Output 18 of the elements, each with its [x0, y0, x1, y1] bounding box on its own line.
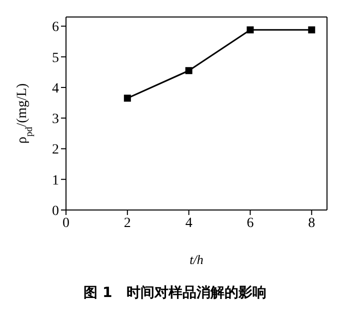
x-tick-label: 8 — [308, 216, 316, 231]
point — [308, 26, 316, 34]
text: 图 1 时间对样品消解的影响 — [82, 284, 268, 302]
y-tick-label: 0 — [52, 204, 59, 219]
y-tick-label: 1 — [52, 173, 59, 188]
y-tick-label: 3 — [52, 112, 59, 128]
x-tick-label: 0 — [62, 216, 70, 231]
point — [124, 94, 131, 102]
point — [185, 67, 192, 74]
x-tick-label: 6 — [246, 216, 254, 231]
point — [246, 26, 254, 34]
y-tick-label: 5 — [52, 50, 59, 66]
y-tick-label: 2 — [52, 142, 59, 158]
y-tick-label: 4 — [52, 81, 59, 96]
x-axis-title: t/h — [190, 252, 204, 267]
x-tick-label: 2 — [124, 216, 131, 231]
y-tick-label: 6 — [52, 20, 59, 36]
x-tick-label: 4 — [185, 216, 192, 231]
